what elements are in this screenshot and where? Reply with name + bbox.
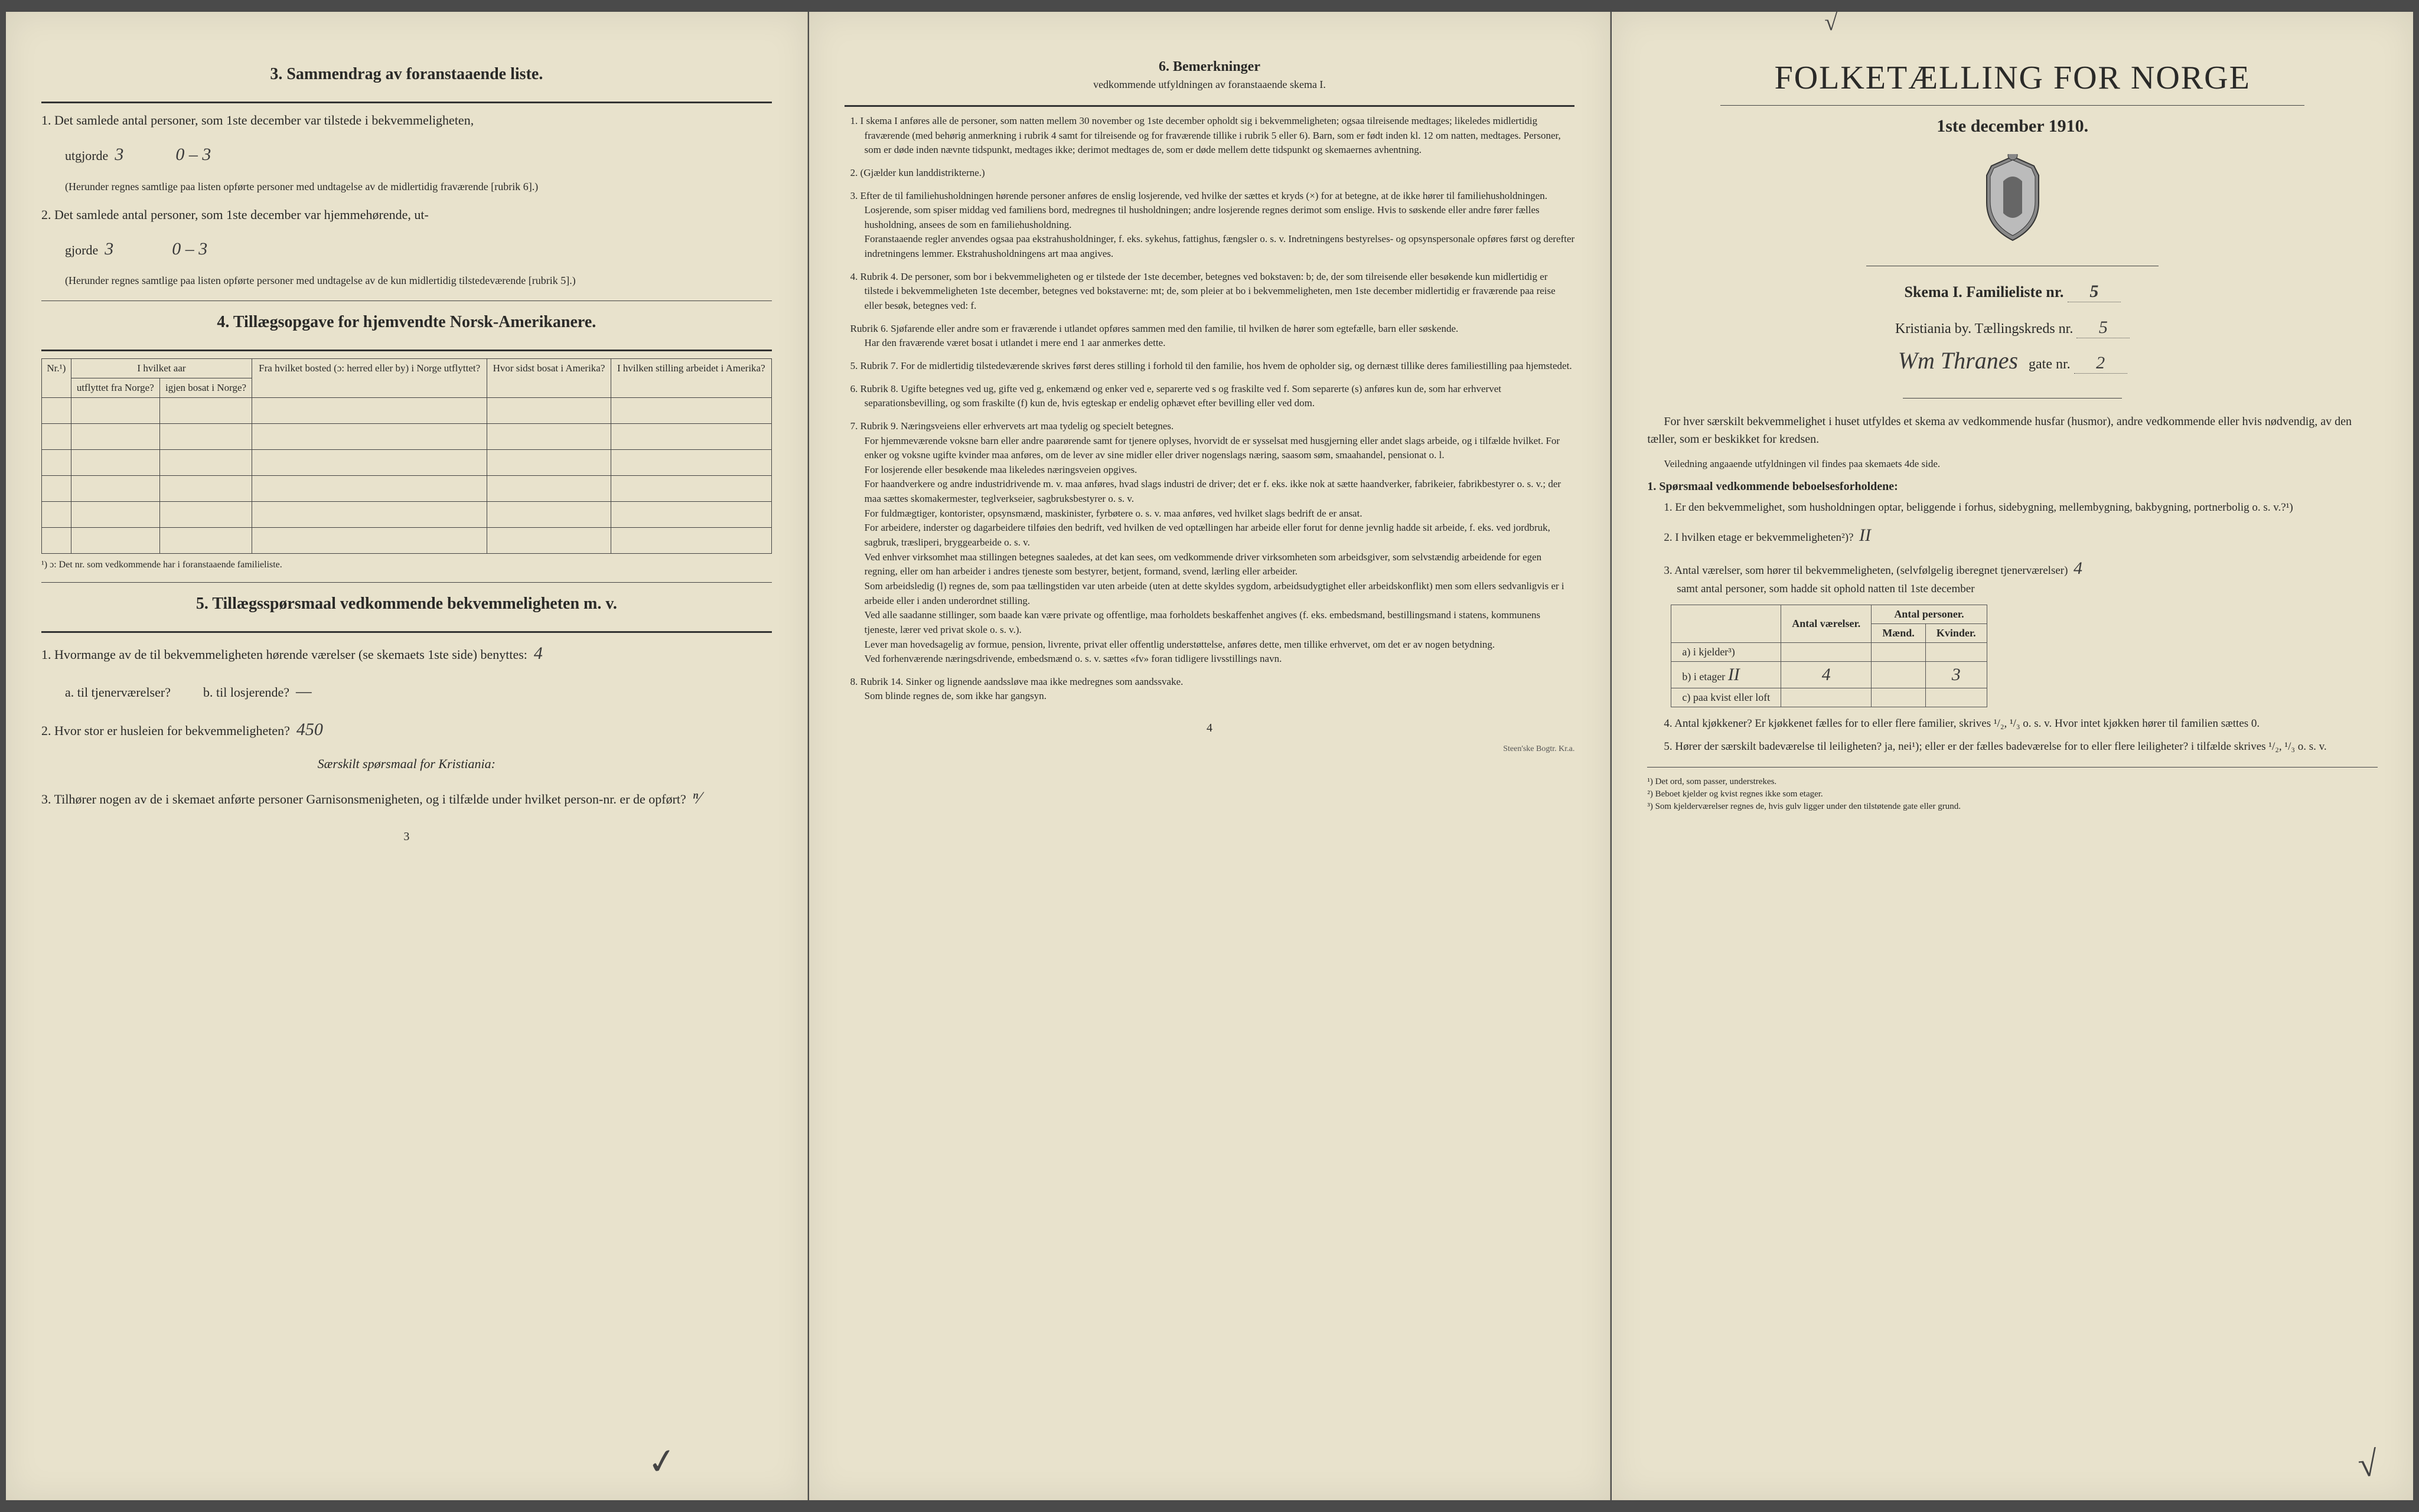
rule: [1647, 767, 2378, 768]
th-aar: I hvilket aar: [71, 358, 252, 378]
th-maend: Mænd.: [1872, 623, 1926, 642]
census-date: 1ste december 1910.: [1647, 116, 2378, 136]
handwritten-value: 5: [2068, 282, 2121, 302]
rooms-table: Antal værelser. Antal personer. Mænd. Kv…: [1671, 605, 1987, 707]
printer-line: Steen'ske Bogtr. Kr.a.: [845, 744, 1575, 754]
remark-point: 5. Rubrik 7. For de midlertidig tilstede…: [845, 359, 1575, 374]
page-number: 3: [41, 830, 772, 844]
th-bosat: igjen bosat i Norge?: [159, 378, 252, 397]
q5-sub: Særskilt spørsmaal for Kristiania:: [41, 754, 772, 774]
handwritten-value: 4: [534, 644, 543, 663]
street-line: Wm Thranes gate nr. 2: [1647, 347, 2378, 374]
instruction-para-1: For hver særskilt bekvemmelighet i huset…: [1647, 413, 2378, 448]
rule: [845, 105, 1575, 107]
q1-4: 4. Antal kjøkkener? Er kjøkkenet fælles …: [1664, 716, 2378, 732]
section-4-heading: 4. Tillægsopgave for hjemvendte Norsk-Am…: [41, 313, 772, 332]
handwritten-value: —: [296, 681, 312, 701]
rule: [41, 350, 772, 351]
handwritten-value: 450: [296, 720, 323, 739]
coat-of-arms-icon: [1647, 154, 2378, 246]
q1-2: 2. I hvilken etage er bekvemmeligheten²)…: [1664, 522, 2378, 548]
th-nr: Nr.¹): [42, 358, 71, 397]
page-3: 3. Sammendrag av foranstaaende liste. 1.…: [6, 12, 808, 1500]
remarks-body: 1. I skema I anføres alle de personer, s…: [845, 114, 1575, 704]
remark-point: 8. Rubrik 14. Sinker og lignende aandssl…: [845, 675, 1575, 704]
handwritten-value: ⁿ⁄: [693, 788, 701, 808]
table-row: b) i etager II 4 3: [1671, 661, 1987, 688]
page-number: 4: [845, 721, 1575, 735]
section-3-heading: 3. Sammendrag av foranstaaende liste.: [41, 65, 772, 84]
handwritten-value: 2: [2074, 353, 2127, 374]
th-bosted: Fra hvilket bosted (ɔ: herred eller by) …: [252, 358, 487, 397]
instruction-para-2: Veiledning angaaende utfyldningen vil fi…: [1647, 456, 2378, 472]
q5-1: 1. Hvormange av de til bekvemmeligheten …: [41, 640, 772, 668]
rule: [41, 102, 772, 103]
q1-5: 5. Hører der særskilt badeværelse til le…: [1664, 739, 2378, 755]
remark-point: 1. I skema I anføres alle de personer, s…: [845, 114, 1575, 158]
table-row: [42, 527, 772, 553]
item-2-note: (Herunder regnes samtlige paa listen opf…: [65, 273, 772, 288]
schema-line: Skema I. Familieliste nr. 5: [1647, 282, 2378, 302]
th-amerika: Hvor sidst bosat i Amerika?: [487, 358, 611, 397]
document-spread: 3. Sammendrag av foranstaaende liste. 1.…: [6, 12, 2413, 1500]
handwritten-value: 0 – 3: [175, 145, 211, 164]
table-row: [42, 501, 772, 527]
th-utflyttet: utflyttet fra Norge?: [71, 378, 159, 397]
rule: [1903, 398, 2122, 399]
section-6-sub: vedkommende utfyldningen av foranstaaend…: [845, 79, 1575, 91]
census-title: FOLKETÆLLING FOR NORGE: [1647, 59, 2378, 97]
remark-point: 3. Efter de til familiehusholdningen hør…: [845, 189, 1575, 262]
section-6-heading: 6. Bemerkninger: [845, 59, 1575, 75]
table-row: a) i kjelder³): [1671, 642, 1987, 661]
page-cover: √ FOLKETÆLLING FOR NORGE 1ste december 1…: [1612, 12, 2413, 1500]
checkmark-icon: √: [2356, 1443, 2380, 1485]
handwritten-street: Wm Thranes: [1898, 347, 2018, 374]
rule: [41, 582, 772, 583]
handwritten-value: II: [1728, 665, 1740, 684]
section-5-heading: 5. Tillægsspørsmaal vedkommende bekvemme…: [41, 595, 772, 613]
handwritten-value: 3: [115, 145, 123, 164]
table-row: [42, 397, 772, 423]
item-1: 1. Det samlede antal personer, som 1ste …: [41, 110, 772, 130]
remark-point: 7. Rubrik 9. Næringsveiens eller erhverv…: [845, 419, 1575, 667]
item-2-values: gjorde 3 0 – 3: [65, 236, 772, 263]
rule: [1720, 105, 2304, 106]
checkmark-icon: √: [1824, 8, 1837, 36]
remark-point: 6. Rubrik 8. Ugifte betegnes ved ug, gif…: [845, 382, 1575, 411]
city-line: Kristiania by. Tællingskreds nr. 5: [1647, 318, 2378, 338]
q1-1: 1. Er den bekvemmelighet, som husholdnin…: [1664, 499, 2378, 516]
remark-point: Rubrik 6. Sjøfarende eller andre som er …: [845, 322, 1575, 351]
table-footnote: ¹) ɔ: Det nr. som vedkommende har i fora…: [41, 560, 772, 570]
q5-3: 3. Tilhører nogen av de i skemaet anført…: [41, 785, 772, 812]
table-row: [42, 449, 772, 475]
checkmark-icon: ✓: [645, 1439, 680, 1484]
emigrant-table: Nr.¹) I hvilket aar Fra hvilket bosted (…: [41, 358, 772, 554]
q5-2: 2. Hvor stor er husleien for bekvemmelig…: [41, 716, 772, 744]
table-row: [42, 475, 772, 501]
th-stilling: I hvilken stilling arbeidet i Amerika?: [611, 358, 771, 397]
rule: [41, 631, 772, 633]
q1-3: 3. Antal værelser, som hører til bekvemm…: [1664, 556, 2378, 597]
handwritten-value: II: [1859, 525, 1871, 545]
table-row: c) paa kvist eller loft: [1671, 688, 1987, 707]
item-1-values: utgjorde 3 0 – 3: [65, 141, 772, 169]
handwritten-value: 4: [2074, 559, 2082, 578]
th-kvinder: Kvinder.: [1925, 623, 1987, 642]
handwritten-value: 0 – 3: [172, 239, 207, 259]
remark-point: 2. (Gjælder kun landdistrikterne.): [845, 166, 1575, 181]
th-personer: Antal personer.: [1872, 605, 1987, 623]
q1-heading: 1. Spørsmaal vedkommende beboelsesforhol…: [1647, 480, 2378, 494]
handwritten-value: 5: [2076, 318, 2130, 338]
footnotes: ¹) Det ord, som passer, understrekes. ²)…: [1647, 776, 2378, 813]
handwritten-value: 4: [1781, 661, 1872, 688]
item-1-note: (Herunder regnes samtlige paa listen opf…: [65, 179, 772, 194]
remark-point: 4. Rubrik 4. De personer, som bor i bekv…: [845, 270, 1575, 313]
table-row: [42, 423, 772, 449]
page-4: 6. Bemerkninger vedkommende utfyldningen…: [809, 12, 1611, 1500]
th-vaerelser: Antal værelser.: [1781, 605, 1872, 642]
item-2: 2. Det samlede antal personer, som 1ste …: [41, 205, 772, 225]
handwritten-value: 3: [1925, 661, 1987, 688]
q5-1ab: a. til tjenerværelser? b. til losjerende…: [65, 678, 772, 706]
handwritten-value: 3: [105, 239, 113, 259]
